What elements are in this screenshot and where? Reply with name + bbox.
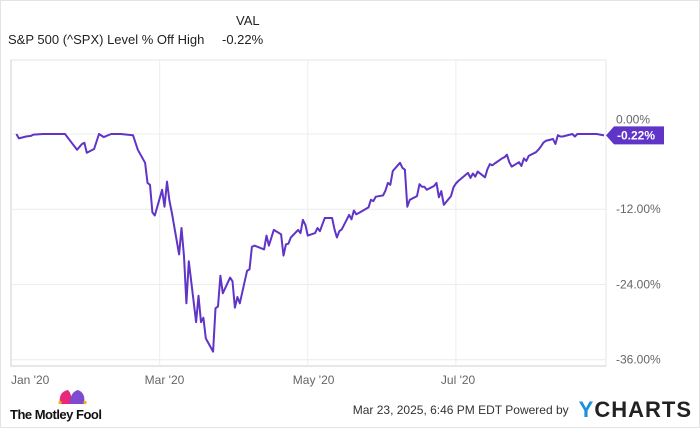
- series-legend-label: S&P 500 (^SPX) Level % Off High: [8, 32, 205, 47]
- motley-fool-jester-hat-icon: [58, 390, 87, 405]
- ycharts-logo[interactable]: YCHARTS: [579, 398, 692, 422]
- y-tick-label: 0.00%: [616, 112, 650, 126]
- timestamp: Mar 23, 2025, 6:46 PM EDT: [352, 403, 502, 417]
- ycharts-logo-text: CHARTS: [594, 397, 692, 422]
- powered-by: Powered by: [505, 403, 569, 417]
- ycharts-y-icon: Y: [578, 397, 595, 422]
- y-tick-label: -24.00%: [616, 277, 661, 291]
- plot-border: [10, 59, 607, 367]
- axis-ticks: 0.00% -12.00% -24.00% -36.00% Jan '20 Mar '20…: [11, 112, 661, 387]
- last-value-tag-text: -0.22%: [617, 128, 655, 142]
- grid: [10, 59, 607, 367]
- x-tick-label: Jul '20: [441, 373, 476, 387]
- series-line-spx-off-high: [15, 133, 605, 353]
- footer-right: Mar 23, 2025, 6:46 PM EDT Powered by YCH…: [353, 398, 692, 422]
- series-legend-value: -0.22%: [222, 32, 264, 47]
- last-value-tag-shape: [606, 126, 664, 145]
- footer-timestamp: Mar 23, 2025, 6:46 PM EDT Powered by: [353, 403, 569, 417]
- column-header-val: VAL: [236, 13, 260, 28]
- y-tick-label: -36.00%: [616, 353, 661, 367]
- y-tick-label: -12.00%: [616, 202, 661, 216]
- x-tick-label: Mar '20: [145, 373, 185, 387]
- last-value-tag: -0.22%: [606, 126, 664, 145]
- x-tick-label: Jan '20: [11, 373, 50, 387]
- x-tick-label: May '20: [293, 373, 335, 387]
- motley-fool-logo: The Motley Fool: [10, 407, 102, 422]
